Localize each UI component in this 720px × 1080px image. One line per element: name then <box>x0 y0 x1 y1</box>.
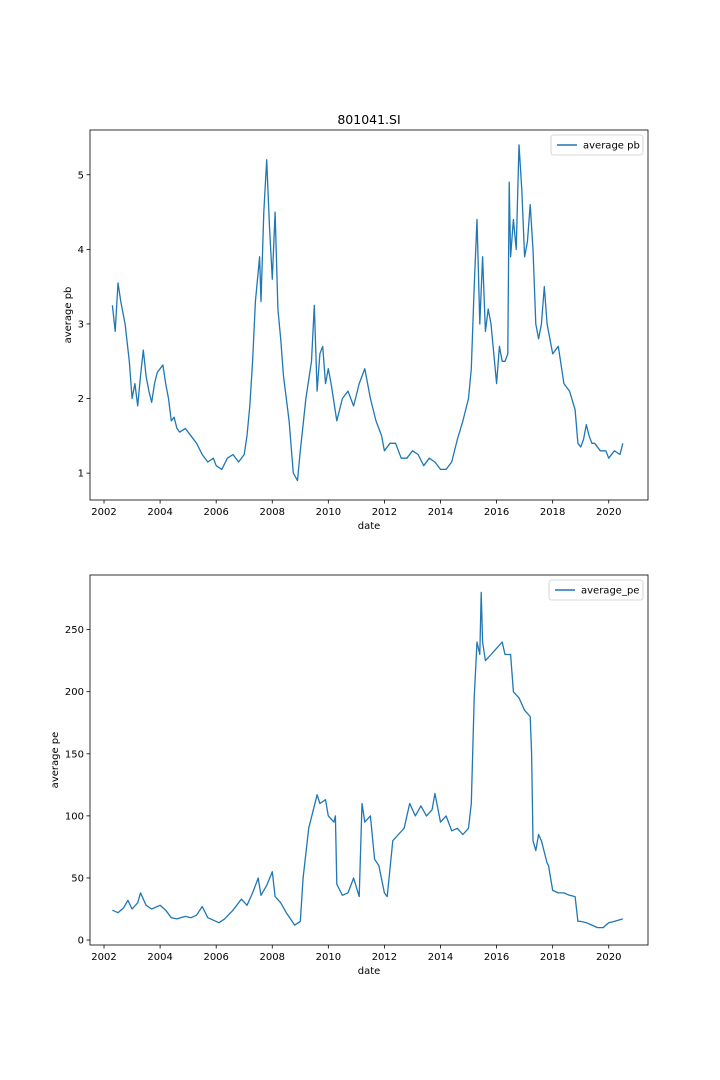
pb-x-tick-label: 2016 <box>484 507 509 518</box>
pb-y-tick-label: 2 <box>78 394 84 405</box>
pe-x-tick-label: 2020 <box>596 952 621 963</box>
pe-x-tick-label: 2012 <box>372 952 397 963</box>
pe-chart-panel: 2002 2004 2006 2008 2010 2012 2014 2016 2018 2020… <box>50 574 649 977</box>
pe-axes-frame <box>89 574 649 946</box>
pb-series-line <box>111 144 624 482</box>
pb-x-tick-label: 2002 <box>91 507 116 518</box>
pe-x-tick-label: 2004 <box>147 952 172 963</box>
pb-x-tick-label: 2006 <box>203 507 228 518</box>
pe-x-tick-label: 2016 <box>484 952 509 963</box>
pb-legend-box <box>550 134 644 156</box>
pe-x-tick-label: 2010 <box>316 952 341 963</box>
pe-y-tick-label: 0 <box>78 936 84 947</box>
pe-x-tick-label: 2006 <box>203 952 228 963</box>
pb-x-tick-label: 2012 <box>372 507 397 518</box>
pb-chart-panel: 2002 2004 2006 2008 2010 2012 2014 2016 2018 2020… <box>63 129 649 532</box>
pb-x-tick-label: 2010 <box>316 507 341 518</box>
pe-legend-label: average_pe <box>581 586 639 597</box>
pe-x-tick-label: 2008 <box>260 952 285 963</box>
pb-x-tick-label: 2004 <box>147 507 172 518</box>
pe-series-line <box>112 591 623 929</box>
pb-x-axis-label: date <box>358 521 381 532</box>
chart-title: 801041.SI <box>337 112 400 127</box>
pe-x-tick-label: 2014 <box>428 952 453 963</box>
pe-x-tick-label: 2018 <box>540 952 565 963</box>
pb-x-tick-label: 2014 <box>428 507 453 518</box>
pe-y-tick-label: 200 <box>65 687 84 698</box>
pe-y-tick-label: 150 <box>65 749 84 760</box>
pe-y-tick-label: 50 <box>71 873 84 884</box>
pb-x-tick-label: 2020 <box>596 507 621 518</box>
pb-x-tick-label: 2018 <box>540 507 565 518</box>
pe-y-tick-label: 250 <box>65 625 84 636</box>
pb-legend-label: average pb <box>583 141 640 152</box>
pb-y-tick-label: 5 <box>78 170 84 181</box>
pb-y-tick-label: 4 <box>78 245 84 256</box>
pe-y-tick-label: 100 <box>65 811 84 822</box>
pb-y-tick-label: 3 <box>78 319 84 330</box>
pb-x-tick-label: 2008 <box>260 507 285 518</box>
pe-x-axis-label: date <box>358 966 381 977</box>
pe-y-axis-label: average pe <box>50 732 61 789</box>
pe-legend-box <box>548 579 644 601</box>
pe-x-tick-label: 2002 <box>91 952 116 963</box>
pb-axes-frame <box>89 129 649 501</box>
pb-y-axis-label: average pb <box>63 287 74 344</box>
pb-y-tick-label: 1 <box>78 469 84 480</box>
